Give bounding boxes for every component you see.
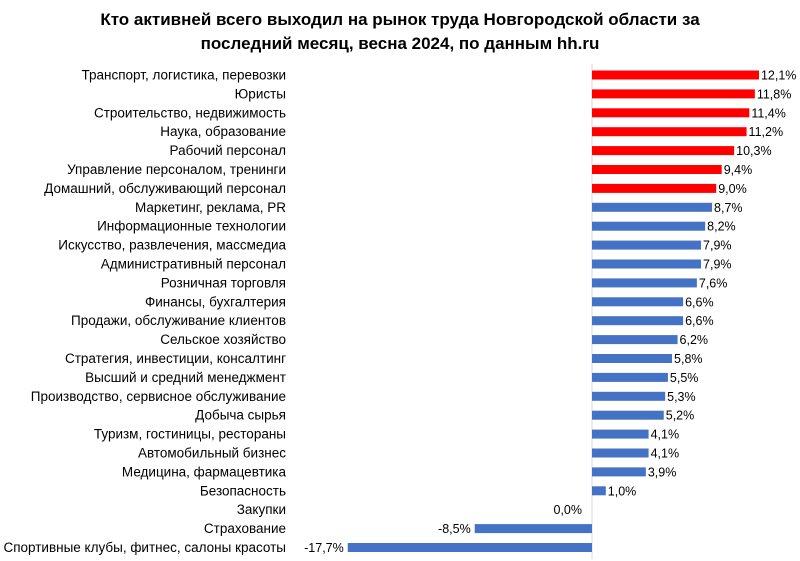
category-label: Информационные технологии — [97, 219, 286, 234]
bar — [592, 410, 664, 420]
data-label: 9,4% — [724, 163, 753, 177]
data-label: 8,2% — [707, 220, 736, 234]
category-label: Рабочий персонал — [170, 143, 286, 158]
data-label: 3,9% — [648, 465, 677, 479]
bar — [592, 335, 678, 345]
bar — [592, 183, 717, 193]
bar — [592, 127, 747, 137]
data-label: 8,7% — [714, 201, 743, 215]
data-label: 4,1% — [651, 428, 680, 442]
category-label: Домашний, обслуживающий персонал — [44, 181, 286, 196]
bar — [592, 278, 697, 288]
bar — [592, 259, 702, 269]
data-label: 0,0% — [554, 503, 583, 517]
bar — [347, 543, 592, 552]
category-label: Наука, образование — [160, 124, 286, 139]
data-label: 10,3% — [736, 144, 771, 158]
bar — [592, 108, 750, 118]
category-label: Производство, сервисное обслуживание — [31, 389, 286, 404]
data-label: 5,8% — [674, 352, 703, 366]
data-label: -17,7% — [304, 541, 344, 555]
bar — [592, 240, 702, 250]
category-label: Сельское хозяйство — [160, 332, 286, 347]
data-label: 6,2% — [680, 333, 709, 347]
bar — [592, 448, 649, 458]
category-label: Маркетинг, реклама, PR — [135, 200, 286, 215]
data-label: 11,4% — [751, 106, 786, 120]
data-label: 9,0% — [718, 182, 747, 196]
data-label: 5,2% — [666, 409, 695, 423]
category-label: Туризм, гостиницы, рестораны — [94, 427, 286, 442]
category-label: Административный персонал — [101, 257, 286, 272]
bar — [592, 146, 735, 156]
bar — [592, 391, 666, 401]
chart-title-line-2: последний месяц, весна 2024, по данным h… — [200, 34, 600, 53]
category-label: Безопасность — [200, 483, 286, 498]
category-label: Спортивные клубы, фитнес, салоны красоты — [3, 540, 286, 555]
category-label: Юристы — [235, 86, 286, 101]
bar — [592, 429, 649, 439]
data-label: 4,1% — [651, 447, 680, 461]
category-label: Финансы, бухгалтерия — [145, 294, 286, 309]
category-label: Автомобильный бизнес — [138, 446, 286, 461]
category-label: Добыча сырья — [195, 408, 286, 423]
bar — [592, 70, 759, 80]
chart-title: Кто активней всего выходил на рынок труд… — [0, 8, 800, 56]
bar — [592, 202, 713, 212]
category-label: Высший и средний менеджмент — [85, 370, 286, 385]
bar — [592, 221, 706, 231]
bar — [474, 524, 592, 534]
category-label: Искусство, развлечения, массмедиа — [58, 238, 286, 253]
data-label: 6,6% — [685, 295, 714, 309]
data-label: 6,6% — [685, 314, 714, 328]
bar — [592, 316, 684, 326]
data-label: 11,8% — [757, 87, 792, 101]
category-label: Продажи, обслуживание клиентов — [71, 313, 286, 328]
data-label: -8,5% — [438, 522, 471, 536]
data-label: 5,3% — [667, 390, 696, 404]
bar — [592, 354, 673, 363]
category-label: Стратегия, инвестиции, консалтинг — [65, 351, 286, 366]
data-label: 1,0% — [608, 484, 637, 498]
chart-title-line-1: Кто активней всего выходил на рынок труд… — [100, 10, 700, 29]
category-label: Розничная торговля — [161, 275, 286, 290]
data-label: 11,2% — [749, 125, 784, 139]
category-label: Строительство, недвижимость — [94, 105, 286, 120]
data-label: 7,6% — [699, 276, 728, 290]
bar — [592, 297, 684, 307]
data-label: 12,1% — [761, 69, 796, 83]
data-label: 7,9% — [703, 258, 732, 272]
data-label: 5,5% — [670, 371, 699, 385]
category-label: Страхование — [204, 521, 286, 536]
bar — [592, 89, 755, 99]
category-label: Закупки — [237, 502, 286, 517]
category-label: Управление персоналом, тренинги — [67, 162, 286, 177]
data-label: 7,9% — [703, 239, 732, 253]
bar — [592, 372, 668, 382]
category-label: Транспорт, логистика, перевозки — [82, 68, 286, 83]
bar — [592, 165, 722, 174]
bar — [592, 467, 646, 477]
bar — [592, 486, 606, 496]
category-label: Медицина, фармацевтика — [122, 464, 287, 479]
